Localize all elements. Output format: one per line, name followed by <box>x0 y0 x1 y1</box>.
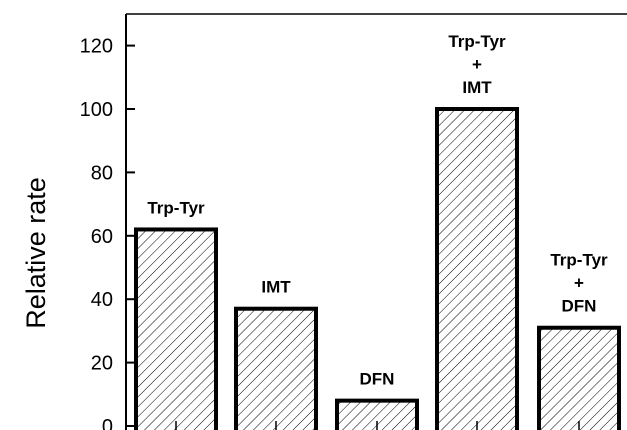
bar <box>134 227 218 430</box>
y-tick-label: 60 <box>91 226 113 248</box>
bar-label: Trp-Tyr <box>147 198 205 217</box>
bar-label: + <box>574 274 584 293</box>
y-tick-label: 0 <box>102 416 113 430</box>
axes <box>125 13 627 430</box>
bar-label: IMT <box>261 278 291 297</box>
bar-labels: Trp-Tyr IMT DFN Trp-Tyr + IMT Trp-Tyr + DFN <box>147 32 608 389</box>
bar-label: Trp-Tyr <box>448 32 506 51</box>
y-tick-label: 100 <box>80 99 113 121</box>
bars <box>134 107 621 430</box>
bar <box>537 325 621 430</box>
bar-label: IMT <box>462 78 492 97</box>
y-axis-label: Relative rate <box>21 177 51 329</box>
bar-label: DFN <box>562 297 597 316</box>
bar <box>234 306 318 430</box>
y-tick-label: 40 <box>91 289 113 311</box>
y-ticks: 0 20 40 60 80 100 120 <box>80 36 135 430</box>
y-tick-label: 120 <box>80 36 113 58</box>
bar-label: DFN <box>360 370 395 389</box>
y-tick-label: 80 <box>91 162 113 184</box>
bar <box>435 107 519 430</box>
bar-label: Trp-Tyr <box>550 251 608 270</box>
y-tick-label: 20 <box>91 353 113 375</box>
bar-label: + <box>472 55 482 74</box>
